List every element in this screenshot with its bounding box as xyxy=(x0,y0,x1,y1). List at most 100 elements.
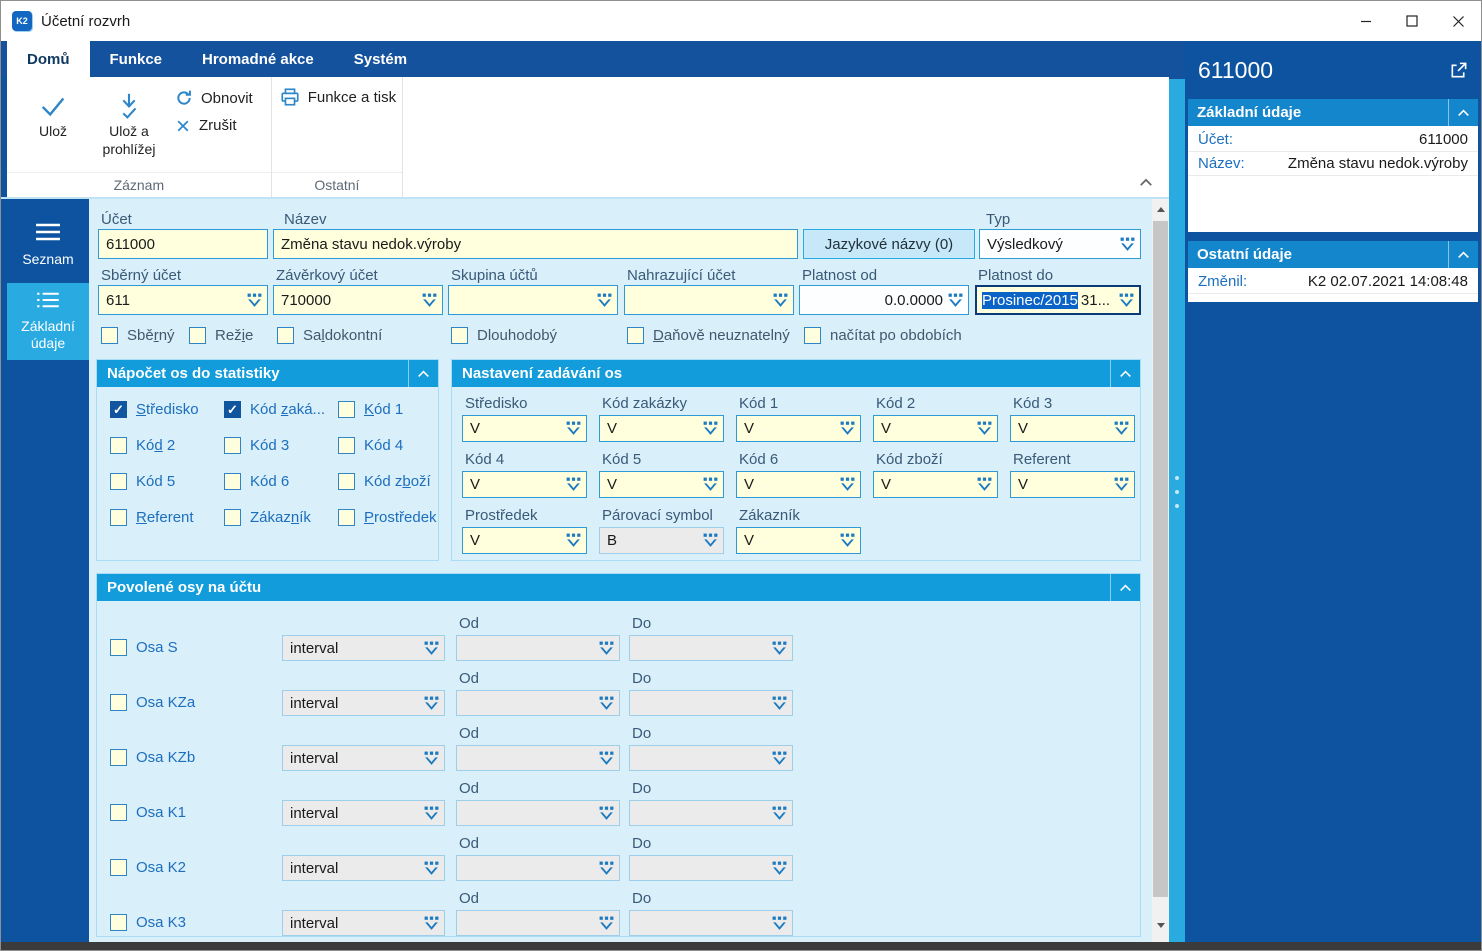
checkbox-box[interactable] xyxy=(224,401,241,418)
dropdown-icon[interactable] xyxy=(976,477,993,492)
dropdown-osa-kza-mode[interactable]: interval xyxy=(282,690,445,716)
dropdown-zakaznik[interactable]: V xyxy=(736,527,861,554)
panel-splitter[interactable] xyxy=(1169,41,1185,942)
nahrazujici-ucet-dropdown[interactable] xyxy=(624,285,794,315)
section-header-zakladni-udaje[interactable]: Základní údaje xyxy=(1188,99,1478,126)
dropdown-icon[interactable] xyxy=(565,477,582,492)
dropdown-icon[interactable] xyxy=(596,293,613,308)
dropdown-icon[interactable] xyxy=(423,861,440,876)
zaverkovy-ucet-dropdown[interactable]: 710000 xyxy=(273,285,443,315)
checkbox-box[interactable] xyxy=(110,804,127,821)
tab-funkce[interactable]: Funkce xyxy=(109,50,163,68)
dropdown-osa-kzb-mode[interactable]: interval xyxy=(282,745,445,771)
checkbox-osa-s[interactable]: Osa S xyxy=(110,639,282,656)
scrollbar-thumb[interactable] xyxy=(1153,221,1168,897)
dropdown-icon[interactable] xyxy=(423,806,440,821)
checkbox-kod-3[interactable]: Kód 3 xyxy=(224,437,338,454)
dropdown-kod-6[interactable]: V xyxy=(736,471,861,498)
dropdown-kod-zbozi[interactable]: V xyxy=(873,471,998,498)
save-and-view-button[interactable]: Ulož a prohlížej xyxy=(91,81,167,158)
skupina-uctu-dropdown[interactable] xyxy=(448,285,618,315)
checkbox-box[interactable] xyxy=(338,509,355,526)
tab-hromadne-akce[interactable]: Hromadné akce xyxy=(202,50,314,68)
checkbox-box[interactable] xyxy=(338,401,355,418)
dropdown-icon[interactable] xyxy=(771,806,788,821)
dropdown-osa-k3-od[interactable] xyxy=(456,910,620,936)
dropdown-icon[interactable] xyxy=(423,641,440,656)
checkbox-box[interactable] xyxy=(110,694,127,711)
checkbox-box[interactable] xyxy=(277,327,294,344)
checkbox-osa-k2[interactable]: Osa K2 xyxy=(110,859,282,876)
nav-item-seznam[interactable]: Seznam xyxy=(7,206,89,283)
checkbox-kod-2[interactable]: Kód 2 xyxy=(110,437,224,454)
checkbox-referent[interactable]: Referent xyxy=(110,509,224,526)
dropdown-osa-s-mode[interactable]: interval xyxy=(282,635,445,661)
checkbox-dlouhodoby[interactable]: Dlouhodobý xyxy=(451,327,557,344)
save-button[interactable]: Ulož xyxy=(15,81,91,141)
dropdown-icon[interactable] xyxy=(423,916,440,931)
scroll-down-button[interactable] xyxy=(1152,917,1169,934)
dropdown-icon[interactable] xyxy=(423,751,440,766)
checkbox-rezie[interactable]: Režie xyxy=(189,327,253,344)
dropdown-stredisko[interactable]: V xyxy=(462,415,587,442)
dropdown-icon[interactable] xyxy=(976,421,993,436)
checkbox-box[interactable] xyxy=(110,509,127,526)
checkbox-kod-zakazky[interactable]: Kód zaká... xyxy=(224,401,338,418)
dropdown-icon[interactable] xyxy=(771,696,788,711)
dropdown-prostredek[interactable]: V xyxy=(462,527,587,554)
dropdown-icon[interactable] xyxy=(771,751,788,766)
dropdown-icon[interactable] xyxy=(702,533,719,548)
dropdown-osa-k1-mode[interactable]: interval xyxy=(282,800,445,826)
collapse-chevron-icon[interactable] xyxy=(1110,574,1140,601)
minimize-button[interactable] xyxy=(1343,1,1389,41)
tab-system[interactable]: Systém xyxy=(353,50,408,68)
splitter-grip[interactable] xyxy=(1175,475,1179,508)
jazykove-nazvy-button[interactable]: Jazykové názvy (0) xyxy=(803,229,975,259)
checkbox-box[interactable] xyxy=(110,639,127,656)
dropdown-osa-kzb-do[interactable] xyxy=(629,745,793,771)
vertical-scrollbar[interactable] xyxy=(1152,199,1169,942)
dropdown-icon[interactable] xyxy=(598,641,615,656)
dropdown-kod-5[interactable]: V xyxy=(599,471,724,498)
collapse-chevron-icon[interactable] xyxy=(1448,99,1478,126)
dropdown-icon[interactable] xyxy=(1119,237,1136,252)
checkbox-box[interactable] xyxy=(338,437,355,454)
dropdown-icon[interactable] xyxy=(423,696,440,711)
dropdown-icon[interactable] xyxy=(1118,293,1135,308)
dropdown-icon[interactable] xyxy=(771,641,788,656)
dropdown-icon[interactable] xyxy=(1113,477,1130,492)
checkbox-box[interactable] xyxy=(224,437,241,454)
dropdown-osa-s-do[interactable] xyxy=(629,635,793,661)
checkbox-stredisko[interactable]: Středisko xyxy=(110,401,224,418)
checkbox-kod-4[interactable]: Kód 4 xyxy=(338,437,437,454)
dropdown-icon[interactable] xyxy=(598,806,615,821)
checkbox-osa-kza[interactable]: Osa KZa xyxy=(110,694,282,711)
dropdown-icon[interactable] xyxy=(702,421,719,436)
dropdown-icon[interactable] xyxy=(598,861,615,876)
checkbox-kod-1[interactable]: Kód 1 xyxy=(338,401,437,418)
dropdown-osa-k1-do[interactable] xyxy=(629,800,793,826)
dropdown-osa-k3-do[interactable] xyxy=(629,910,793,936)
checkbox-box[interactable] xyxy=(110,859,127,876)
typ-dropdown[interactable]: Výsledkový xyxy=(979,229,1141,259)
dropdown-icon[interactable] xyxy=(1113,421,1130,436)
dropdown-kod-4[interactable]: V xyxy=(462,471,587,498)
checkbox-prostredek[interactable]: Prostředek xyxy=(338,509,437,526)
checkbox-osa-kzb[interactable]: Osa KZb xyxy=(110,749,282,766)
checkbox-box[interactable] xyxy=(338,473,355,490)
maximize-button[interactable] xyxy=(1389,1,1435,41)
checkbox-box[interactable] xyxy=(224,473,241,490)
dropdown-parovaci-symbol[interactable]: B xyxy=(599,527,724,554)
dropdown-icon[interactable] xyxy=(771,861,788,876)
dropdown-osa-kza-od[interactable] xyxy=(456,690,620,716)
open-in-window-icon[interactable] xyxy=(1449,61,1468,80)
checkbox-box[interactable] xyxy=(110,437,127,454)
collapse-chevron-icon[interactable] xyxy=(1110,360,1140,387)
dropdown-kod-3[interactable]: V xyxy=(1010,415,1135,442)
dropdown-osa-kzb-od[interactable] xyxy=(456,745,620,771)
dropdown-osa-k2-do[interactable] xyxy=(629,855,793,881)
cancel-button[interactable]: Zrušit xyxy=(175,117,253,134)
close-button[interactable] xyxy=(1435,1,1481,41)
checkbox-box[interactable] xyxy=(627,327,644,344)
checkbox-box[interactable] xyxy=(110,401,127,418)
